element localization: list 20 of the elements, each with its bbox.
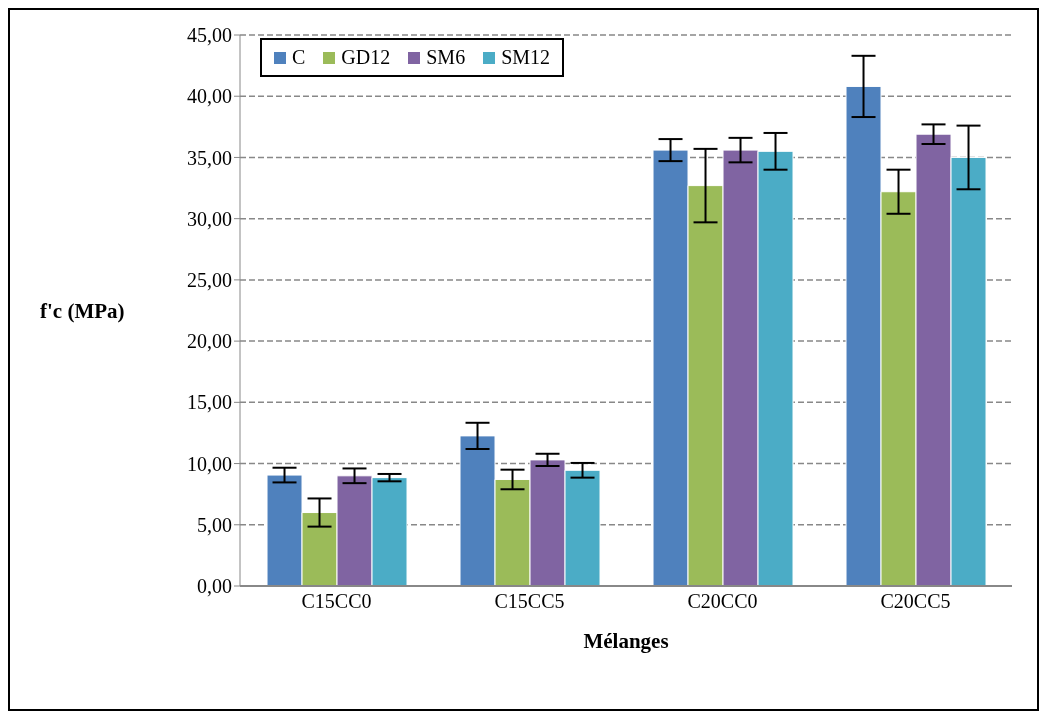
x-axis-title: Mélanges [583,629,669,653]
y-tick-label: 10,00 [187,452,232,475]
legend-label: SM12 [500,46,551,69]
legend-label: C [291,46,306,69]
y-tick-label: 0,00 [197,575,232,598]
x-tick-label: C20CC5 [880,590,951,613]
legend-label: SM6 [425,46,466,69]
y-tick-label: 30,00 [187,207,232,230]
x-tick-label: C15CC0 [301,590,372,613]
legend-label: GD12 [340,46,391,69]
y-tick-label: 5,00 [197,513,232,536]
y-tick-label: 35,00 [187,146,232,169]
y-tick-label: 45,00 [187,24,232,47]
y-tick-label: 25,00 [187,268,232,291]
x-tick-label: C20CC0 [687,590,758,613]
y-tick-label: 15,00 [187,391,232,414]
y-tick-label: 40,00 [187,85,232,108]
y-axis-title: f'c (MPa) [40,298,125,323]
x-tick-label: C15CC5 [494,590,565,613]
y-tick-label: 20,00 [187,330,232,353]
